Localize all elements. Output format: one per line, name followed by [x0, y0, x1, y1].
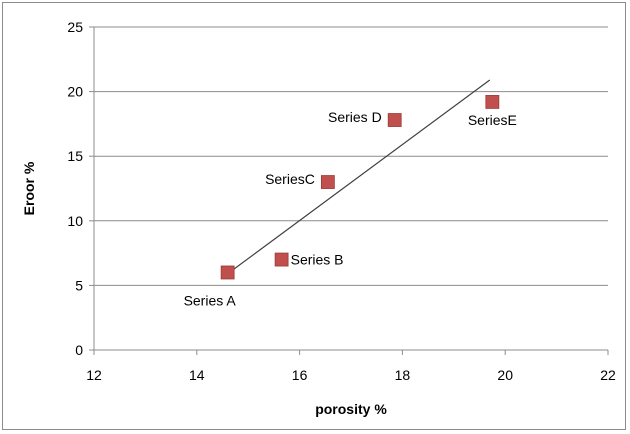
data-point — [320, 175, 335, 189]
point-label: SeriesC — [265, 171, 315, 187]
point-label: Series A — [184, 292, 237, 308]
point-labels: Series A Series B SeriesC Series D SeriesE — [184, 109, 517, 308]
x-tick-label: 20 — [497, 367, 513, 383]
x-tick-label: 18 — [395, 367, 411, 383]
trendline — [227, 79, 491, 275]
axes — [89, 26, 609, 355]
point-label: Series D — [328, 109, 382, 125]
y-tick-label: 10 — [67, 213, 83, 229]
x-tick-label: 12 — [86, 367, 102, 383]
y-tick-label: 20 — [67, 84, 83, 100]
chart-frame — [2, 2, 626, 430]
y-axis-title: Eroor % — [21, 161, 37, 215]
y-tick-label: 0 — [75, 342, 83, 358]
data-points — [220, 95, 500, 280]
x-tick-labels: 12 14 16 18 20 22 — [86, 367, 616, 383]
data-point — [274, 252, 289, 267]
x-tick-label: 14 — [189, 367, 205, 383]
point-label: SeriesE — [468, 112, 517, 128]
data-point — [387, 113, 402, 127]
y-tick-labels: 0 5 10 15 20 25 — [67, 19, 83, 358]
gridlines — [94, 26, 608, 286]
x-tick-label: 16 — [292, 367, 308, 383]
data-point — [220, 265, 235, 280]
y-tick-label: 5 — [75, 277, 83, 293]
data-point — [485, 95, 500, 109]
trendline-group — [227, 79, 491, 275]
y-tick-label: 25 — [67, 19, 83, 35]
point-label: Series B — [291, 252, 344, 268]
y-tick-label: 15 — [67, 148, 83, 164]
x-axis-title: porosity % — [315, 401, 387, 417]
x-tick-label: 22 — [600, 367, 616, 383]
